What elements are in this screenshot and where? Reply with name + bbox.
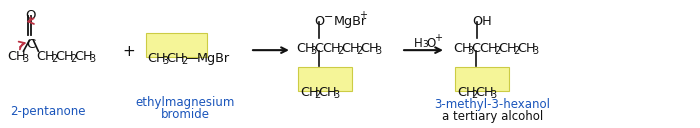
Text: 3: 3	[89, 54, 95, 64]
FancyBboxPatch shape	[146, 33, 207, 57]
Text: CH: CH	[457, 86, 475, 99]
Text: CH: CH	[360, 42, 379, 55]
Text: 2: 2	[51, 54, 57, 64]
Text: 2: 2	[356, 46, 363, 56]
Text: CH: CH	[296, 42, 314, 55]
Text: C: C	[315, 42, 323, 55]
Text: CH: CH	[517, 42, 536, 55]
Text: −: −	[323, 12, 333, 22]
Text: +: +	[122, 44, 135, 59]
Text: CH: CH	[453, 42, 471, 55]
Text: 2: 2	[472, 90, 478, 100]
Text: 2: 2	[315, 90, 321, 100]
Text: CH: CH	[36, 50, 55, 63]
Text: 2: 2	[495, 46, 500, 56]
Text: O: O	[315, 15, 325, 28]
Text: H: H	[414, 37, 423, 50]
Text: 2: 2	[513, 46, 519, 56]
Text: —: —	[186, 52, 198, 65]
Text: 2-pentanone: 2-pentanone	[10, 105, 86, 118]
Text: OH: OH	[473, 15, 492, 28]
Text: 3: 3	[491, 90, 497, 100]
Text: O: O	[426, 37, 435, 50]
Text: CH: CH	[74, 50, 93, 63]
Text: ethylmagnesium: ethylmagnesium	[136, 96, 235, 109]
Text: 3: 3	[22, 54, 29, 64]
Text: 3: 3	[532, 46, 538, 56]
FancyBboxPatch shape	[455, 67, 510, 91]
Text: 3-methyl-3-hexanol: 3-methyl-3-hexanol	[435, 98, 551, 111]
Text: CH: CH	[498, 42, 517, 55]
Text: a tertiary alcohol: a tertiary alcohol	[442, 109, 543, 122]
Text: CH: CH	[318, 86, 337, 99]
Text: 2: 2	[337, 46, 344, 56]
Text: bromide: bromide	[161, 108, 210, 121]
Text: MgBr: MgBr	[333, 15, 367, 28]
Text: C: C	[27, 38, 36, 51]
FancyBboxPatch shape	[298, 67, 352, 91]
Text: +: +	[359, 10, 368, 20]
Text: CH: CH	[167, 52, 186, 65]
Text: 3: 3	[422, 40, 428, 49]
Text: 2: 2	[181, 56, 188, 66]
Text: CH: CH	[300, 86, 318, 99]
Text: CH: CH	[342, 42, 360, 55]
Text: 2: 2	[70, 54, 76, 64]
Text: CH: CH	[55, 50, 74, 63]
Text: 3: 3	[162, 56, 169, 66]
Text: 3: 3	[375, 46, 382, 56]
Text: CH: CH	[323, 42, 341, 55]
Text: MgBr: MgBr	[197, 52, 230, 65]
Text: O: O	[25, 9, 36, 22]
Text: C: C	[472, 42, 481, 55]
Text: 3: 3	[311, 46, 317, 56]
Text: 3: 3	[468, 46, 474, 56]
Text: 3: 3	[333, 90, 340, 100]
Text: +: +	[434, 33, 442, 43]
Text: CH: CH	[8, 50, 26, 63]
Text: CH: CH	[148, 52, 167, 65]
Text: CH: CH	[476, 86, 494, 99]
Text: CH: CH	[480, 42, 498, 55]
